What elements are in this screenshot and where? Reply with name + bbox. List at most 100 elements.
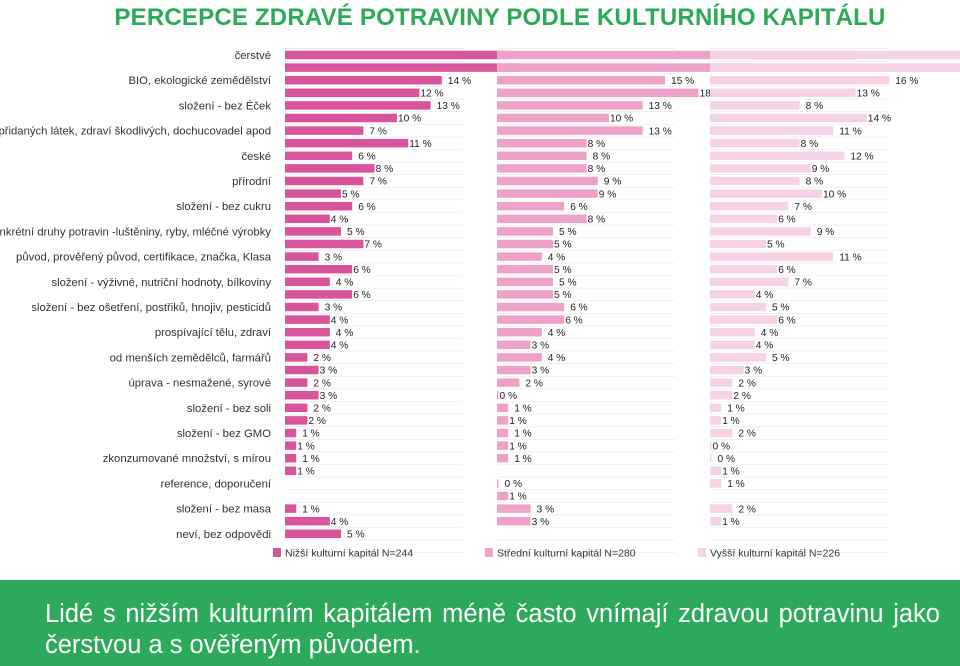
bar-value-label: 10 % [398, 114, 421, 125]
bar-value-label: 8 % [593, 152, 611, 163]
bar [285, 466, 297, 476]
bar-value-label: 1 % [722, 467, 740, 478]
bar [710, 277, 789, 287]
bar [710, 113, 867, 123]
bar [497, 176, 598, 186]
bar-value-label: 9 % [812, 164, 830, 175]
bar [497, 264, 553, 274]
bar-value-label: 12 % [420, 89, 443, 100]
bar [497, 113, 609, 123]
bar-value-label: 11 % [839, 126, 861, 137]
bar-value-label: 6 % [353, 290, 371, 301]
bar [497, 88, 699, 98]
bar-value-label: 4 % [331, 315, 349, 326]
bar [497, 378, 520, 387]
bar [710, 227, 811, 236]
bar [497, 214, 587, 224]
bar-value-label: 3 % [532, 341, 550, 352]
bar [710, 189, 822, 198]
bar-value-label: 7 % [794, 202, 812, 213]
bar-value-label: 5 % [554, 290, 572, 301]
gridlines [285, 48, 888, 554]
bar-value-label: 4 % [336, 328, 354, 339]
bar-value-label: 4 % [756, 341, 774, 352]
bar-value-label: 0 % [718, 454, 736, 465]
category-label: složení - bez soli [187, 403, 271, 415]
bar-value-label: 2 % [738, 378, 756, 389]
bar-value-label: 5 % [559, 227, 577, 238]
bar [710, 428, 733, 438]
bar-value-label: 2 % [738, 429, 756, 440]
bar [710, 315, 778, 324]
bar-value-label: 7 % [369, 126, 387, 137]
bar [497, 164, 587, 173]
category-label: původ, prověřený původ, certifikace, zna… [16, 252, 272, 264]
bar [710, 327, 755, 337]
bar [497, 327, 542, 337]
bar-value-label: 14 % [448, 76, 471, 87]
bar-value-label: 10 % [610, 114, 633, 125]
category-label: úprava - nesmažené, syrové [128, 378, 271, 390]
bar [285, 516, 330, 526]
bar [285, 151, 353, 161]
category-label: od menších zemědělců, farmářů [110, 352, 271, 364]
bar-value-label: 3 % [325, 252, 343, 263]
bar [710, 151, 845, 161]
category-label: obsahuje konkrétní druhy potravin -luště… [0, 226, 271, 238]
legend-swatch [698, 548, 706, 557]
bar [285, 189, 341, 198]
bar-value-label: 0 % [713, 441, 731, 452]
bar-value-label: 4 % [331, 341, 349, 352]
bar [497, 277, 553, 287]
bar-chart: čerstvé BIO, ekologické zemědělství složen… [0, 48, 960, 560]
bar-value-label: 13 % [857, 89, 880, 100]
bar-value-label: 1 % [509, 492, 527, 503]
bar-value-label: 5 % [342, 189, 360, 200]
bar [497, 227, 553, 236]
bar-value-label: 5 % [554, 240, 572, 251]
bar [285, 239, 364, 249]
bar-value-label: 6 % [778, 315, 796, 326]
bar-value-label: 2 % [313, 404, 331, 415]
bar-value-label: 2 % [313, 353, 331, 364]
bar [285, 277, 330, 287]
bar [285, 63, 521, 72]
bar-value-label: 1 % [302, 504, 320, 515]
legend-label: Střední kulturní kapitál N=280 [497, 548, 636, 560]
legend: Nižší kulturní kapitál N=244 Střední kult… [273, 548, 840, 560]
bar [285, 365, 319, 375]
bar-value-label: 8 % [806, 101, 824, 112]
bar-value-label: 6 % [565, 315, 583, 326]
category-label: složení - bez Éček [179, 99, 272, 112]
bar-value-label: 11 % [409, 139, 431, 150]
bar [285, 50, 509, 60]
category-label: složení - bez ošetření, postřiků, hnojiv… [31, 302, 271, 314]
bar [497, 50, 856, 60]
bar-value-label: 4 % [331, 215, 349, 226]
bar [497, 63, 755, 72]
bar-value-label: 1 % [509, 441, 527, 452]
bar-value-label: 1 % [727, 479, 745, 490]
bar [710, 214, 778, 224]
bar-value-label: 4 % [336, 278, 354, 289]
bar [710, 264, 778, 274]
footer-banner: Lidé s nižším kulturním kapitálem méně č… [0, 580, 960, 666]
bar [285, 113, 397, 123]
bar-value-label: 1 % [727, 404, 745, 415]
bars: 20 %21 %14 %12 %13 %10 %7 %11 %6 %8 %7 %… [285, 51, 960, 541]
bar [285, 453, 297, 463]
bar [710, 378, 733, 387]
category-label: čerstvé [235, 50, 271, 62]
bar-value-label: 14 % [868, 114, 891, 125]
bar [710, 516, 722, 526]
bar-value-label: 8 % [588, 164, 606, 175]
bar [285, 353, 308, 362]
bar [497, 491, 509, 501]
legend-swatch [273, 548, 281, 557]
bar-value-label: 2 % [525, 378, 543, 389]
bar [497, 101, 643, 110]
category-label: české [241, 151, 271, 163]
bar-value-label: 1 % [509, 416, 527, 427]
bar-value-label: 1 % [514, 454, 532, 465]
bar-value-label: 5 % [554, 265, 572, 276]
